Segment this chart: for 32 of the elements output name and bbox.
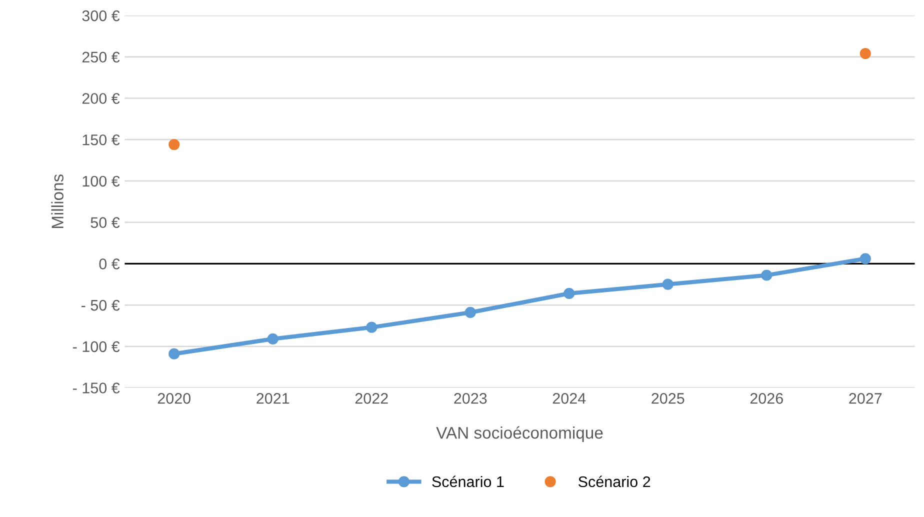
x-tick-label: 2026 — [750, 393, 783, 404]
x-axis-title: VAN socioéconomique — [436, 426, 603, 442]
y-tick-label: 0 € — [99, 258, 120, 270]
point — [564, 288, 575, 300]
x-tick-label: 2021 — [256, 393, 290, 404]
y-tick-label: 100 € — [82, 176, 120, 187]
y-tick-label: 150 € — [82, 134, 120, 146]
point — [860, 48, 871, 60]
point — [366, 322, 378, 333]
y-tick-label: - 150 € — [73, 382, 120, 394]
x-tick-label: 2024 — [552, 393, 586, 404]
point — [168, 348, 180, 360]
x-tick-label: 2023 — [454, 393, 487, 404]
x-tick-label: 2025 — [652, 393, 684, 404]
point — [662, 278, 674, 290]
legend-label: Scénario 2 — [578, 476, 650, 488]
point — [267, 333, 278, 344]
point — [464, 306, 476, 318]
point — [860, 253, 871, 264]
x-tick-label: 2020 — [158, 393, 191, 404]
point — [761, 270, 772, 281]
x-tick-label: 2022 — [355, 393, 388, 404]
x-tick-label: 2027 — [849, 393, 882, 404]
y-tick-label: 300 € — [82, 10, 120, 22]
y-tick-label: 200 € — [82, 93, 120, 104]
point — [168, 138, 180, 150]
y-tick-label: - 100 € — [73, 341, 120, 352]
y-tick-label: 250 € — [82, 52, 120, 63]
legend-label: Scénario 1 — [432, 476, 504, 488]
y-tick-label: - 50 € — [81, 300, 120, 311]
y-axis-title: Millions — [51, 174, 64, 228]
y-tick-label: 50 € — [90, 217, 120, 228]
